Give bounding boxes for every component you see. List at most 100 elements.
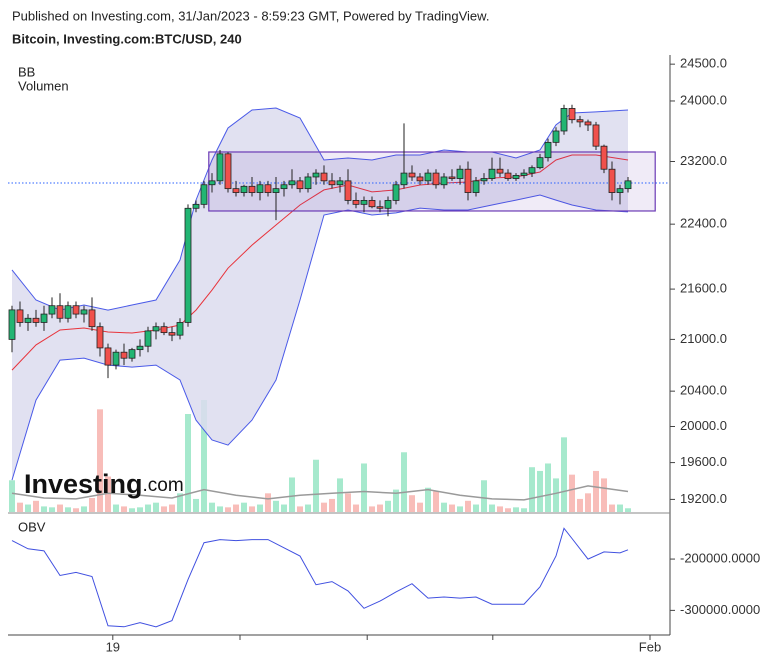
candle-body: [256, 184, 264, 193]
volume-bar: [265, 493, 271, 512]
candle-body: [288, 180, 296, 186]
candle-body: [40, 313, 48, 323]
y-tick-label: 19600.0: [680, 454, 727, 469]
watermark: Investing.com: [24, 469, 184, 499]
candle-body: [512, 175, 520, 179]
bb-band: [12, 108, 628, 481]
candle-body: [344, 180, 352, 201]
candle-body: [248, 185, 256, 193]
candle-body: [600, 145, 608, 170]
candle-body: [616, 188, 624, 193]
candle-body: [472, 180, 480, 193]
candle-body: [264, 184, 272, 193]
obv-label: OBV: [18, 519, 46, 534]
candle-body: [240, 185, 248, 193]
candle-body: [440, 176, 448, 186]
candle-body: [592, 124, 600, 147]
volume-bar: [89, 498, 95, 512]
candle-body: [520, 172, 528, 176]
y-tick-label: 20400.0: [680, 383, 727, 398]
candle-body: [304, 176, 312, 190]
volume-bar: [257, 504, 263, 512]
candle-body: [504, 172, 512, 179]
volume-bar: [305, 504, 311, 512]
candle-body: [88, 309, 96, 328]
candle-body: [192, 203, 200, 209]
y-tick-label: 21000.0: [680, 331, 727, 346]
volume-bar: [601, 478, 607, 512]
volume-bar: [49, 507, 55, 512]
candle-body: [424, 172, 432, 182]
obv-line: [11, 527, 629, 628]
y-tick-label: 21600.0: [680, 281, 727, 296]
y-tick-label: -300000.0000: [680, 602, 760, 617]
volume-bar: [433, 491, 439, 512]
volume-bar: [553, 478, 559, 512]
candle-body: [544, 141, 552, 159]
candle-body: [136, 345, 144, 351]
candle-body: [336, 180, 344, 186]
volume-bar: [209, 502, 215, 512]
x-labels: 19 Feb: [106, 639, 662, 654]
candle-body: [568, 108, 576, 121]
candle-body: [296, 180, 304, 190]
bb-middle: [11, 154, 629, 371]
y-tick-label: 19200.0: [680, 491, 727, 506]
candle-body: [224, 153, 232, 190]
volume-bar: [57, 504, 63, 512]
candle-body: [392, 184, 400, 201]
x-tick-label: 19: [106, 639, 120, 654]
volume-bar: [545, 463, 551, 512]
candle-body: [416, 176, 424, 182]
volume-bar: [489, 504, 495, 512]
candle-body: [216, 153, 224, 182]
volume-bar: [289, 477, 295, 512]
volume-bar: [417, 502, 423, 512]
volume-bar: [25, 504, 31, 512]
axes: 24500.0 24000.0 23200.0 22400.0 21600.0 21000…: [8, 55, 760, 640]
bb-lower: [11, 194, 629, 481]
candle-body: [112, 351, 120, 366]
main-panel: Investing.com: [8, 104, 670, 512]
volume-bar: [321, 502, 327, 512]
candle-body: [168, 332, 176, 336]
candle-body: [488, 168, 496, 179]
volume-bar: [225, 507, 231, 512]
candle-body: [80, 309, 88, 315]
legend-volume: Volumen: [18, 78, 69, 93]
candle-body: [368, 200, 376, 208]
volume-bar: [81, 506, 87, 512]
obv-panel: [11, 527, 629, 628]
volume-bar: [569, 474, 575, 512]
volume-bar: [137, 507, 143, 512]
volume-bar: [465, 500, 471, 512]
volume-bar: [145, 504, 151, 512]
candle-body: [32, 317, 40, 323]
volume-bar: [33, 500, 39, 512]
volume-bar: [441, 502, 447, 512]
volume-bar: [529, 467, 535, 512]
candle-body: [8, 309, 16, 340]
candle-body: [144, 330, 152, 347]
volume-bar: [281, 504, 287, 512]
candle-body: [400, 172, 408, 186]
volume-bar: [241, 502, 247, 512]
volume-bar: [17, 502, 23, 512]
y-tick-label: 22400.0: [680, 216, 727, 231]
candle-body: [312, 172, 320, 178]
volume-bar: [481, 480, 487, 512]
range-rectangle: [208, 151, 656, 212]
volume-bar: [561, 437, 567, 512]
candle-body: [328, 180, 336, 186]
candle-body: [128, 349, 136, 359]
volume-bar: [273, 500, 279, 512]
candle-body: [624, 180, 632, 190]
candle-body: [184, 207, 192, 323]
candle-body: [152, 326, 160, 332]
volume-bar: [153, 502, 159, 512]
candle-body: [376, 206, 384, 209]
volume-bar: [409, 495, 415, 512]
volume-bar: [353, 504, 359, 512]
volume-bar: [385, 500, 391, 512]
candle-body: [72, 305, 80, 315]
